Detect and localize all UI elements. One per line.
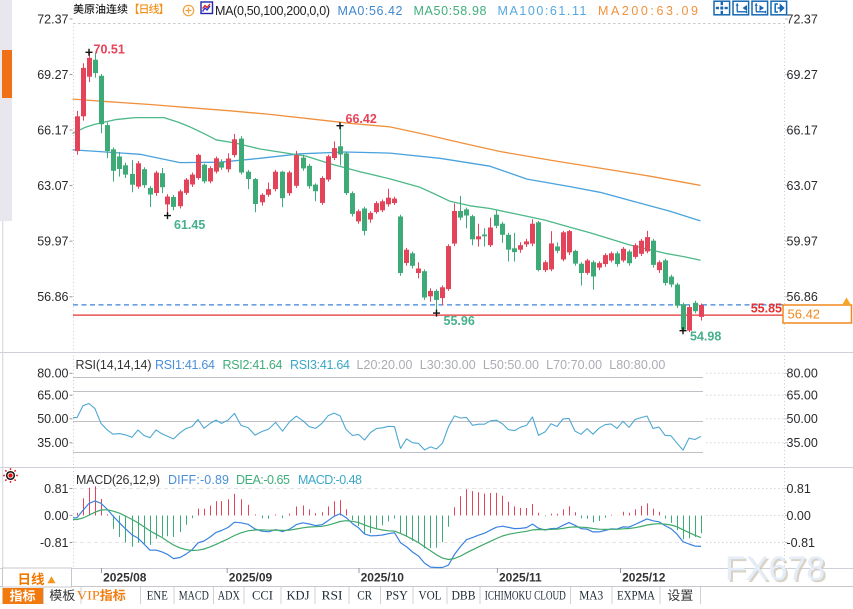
svg-text:RSI2:41.64: RSI2:41.64 [223, 358, 283, 372]
svg-text:L80:80.00: L80:80.00 [609, 358, 665, 372]
svg-text:-0.81: -0.81 [787, 536, 816, 550]
svg-text:65.00: 65.00 [787, 389, 818, 403]
svg-text:66.17: 66.17 [37, 123, 68, 137]
svg-text:PSY: PSY [386, 589, 408, 603]
svg-text:0.81: 0.81 [44, 482, 68, 496]
svg-text:MA(0,50,100,200,0,0): MA(0,50,100,200,0,0) [215, 4, 330, 18]
svg-text:DIFF:-0.89: DIFF:-0.89 [168, 473, 229, 487]
svg-text:RSI(14,14,14): RSI(14,14,14) [76, 358, 152, 372]
svg-text:RSI: RSI [322, 589, 343, 603]
svg-text:CCI: CCI [252, 589, 273, 603]
svg-text:MACD:-0.48: MACD:-0.48 [298, 473, 362, 487]
svg-text:MA200:63.09: MA200:63.09 [598, 4, 698, 18]
svg-text:VIP: VIP [77, 589, 100, 603]
svg-text:MACD: MACD [179, 589, 209, 603]
svg-text:L30:30.00: L30:30.00 [420, 358, 476, 372]
svg-text:72.37: 72.37 [37, 12, 68, 26]
svg-text:50.00: 50.00 [37, 412, 68, 426]
svg-text:L20:20.00: L20:20.00 [357, 358, 413, 372]
svg-text:MA3: MA3 [579, 589, 603, 603]
svg-text:MACD(26,12,9): MACD(26,12,9) [76, 473, 160, 487]
svg-text:56.86: 56.86 [787, 290, 818, 304]
svg-text:FX678: FX678 [727, 552, 827, 590]
svg-text:MA50:58.98: MA50:58.98 [414, 4, 487, 18]
svg-text:FX678: FX678 [725, 550, 825, 588]
svg-text:69.27: 69.27 [37, 68, 68, 82]
svg-text:2025/12: 2025/12 [622, 571, 666, 585]
svg-text:KDJ: KDJ [287, 589, 310, 603]
svg-text:CR: CR [357, 589, 373, 603]
svg-text:80.00: 80.00 [37, 367, 68, 381]
svg-text:MA0:56.42: MA0:56.42 [338, 4, 403, 18]
svg-text:56.86: 56.86 [37, 290, 68, 304]
svg-text:55.96: 55.96 [444, 314, 475, 328]
svg-text:72.37: 72.37 [787, 12, 818, 26]
svg-text:35.00: 35.00 [787, 436, 818, 450]
svg-text:63.07: 63.07 [37, 179, 68, 193]
svg-text:2025/10: 2025/10 [361, 571, 405, 585]
svg-text:54.98: 54.98 [690, 330, 721, 344]
svg-text:2025/09: 2025/09 [229, 571, 273, 585]
svg-text:61.45: 61.45 [174, 218, 205, 232]
svg-text:50.00: 50.00 [787, 412, 818, 426]
svg-text:66.17: 66.17 [787, 123, 818, 137]
svg-text:65.00: 65.00 [37, 389, 68, 403]
svg-text:ICHIMOKU CLOUD: ICHIMOKU CLOUD [485, 589, 566, 603]
svg-text:2025/08: 2025/08 [103, 571, 147, 585]
svg-text:MA100:61.11: MA100:61.11 [498, 4, 587, 18]
svg-text:VOL: VOL [419, 589, 442, 603]
svg-text:35.00: 35.00 [37, 436, 68, 450]
svg-text:0.00: 0.00 [44, 509, 68, 523]
svg-text:RSI3:41.64: RSI3:41.64 [290, 358, 350, 372]
svg-text:55.85: 55.85 [751, 302, 782, 316]
svg-text:ADX: ADX [218, 589, 240, 603]
svg-text:RSI1:41.64: RSI1:41.64 [155, 358, 215, 372]
svg-text:-0.81: -0.81 [40, 536, 69, 550]
svg-text:L70:70.00: L70:70.00 [546, 358, 602, 372]
svg-text:L50:50.00: L50:50.00 [483, 358, 539, 372]
svg-text:0.00: 0.00 [787, 509, 811, 523]
svg-text:80.00: 80.00 [787, 367, 818, 381]
svg-text:59.97: 59.97 [787, 235, 818, 249]
svg-text:ENE: ENE [147, 589, 168, 603]
svg-text:56.42: 56.42 [788, 307, 821, 322]
svg-text:0.81: 0.81 [787, 482, 811, 496]
svg-text:69.27: 69.27 [787, 68, 818, 82]
svg-text:63.07: 63.07 [787, 179, 818, 193]
svg-text:66.42: 66.42 [346, 112, 377, 126]
svg-text:DEA:-0.65: DEA:-0.65 [236, 473, 290, 487]
svg-text:DBB: DBB [452, 589, 476, 603]
svg-text:2025/11: 2025/11 [499, 571, 542, 585]
svg-text:70.51: 70.51 [94, 43, 125, 57]
svg-text:EXPMA: EXPMA [617, 589, 655, 603]
svg-text:59.97: 59.97 [37, 235, 68, 249]
